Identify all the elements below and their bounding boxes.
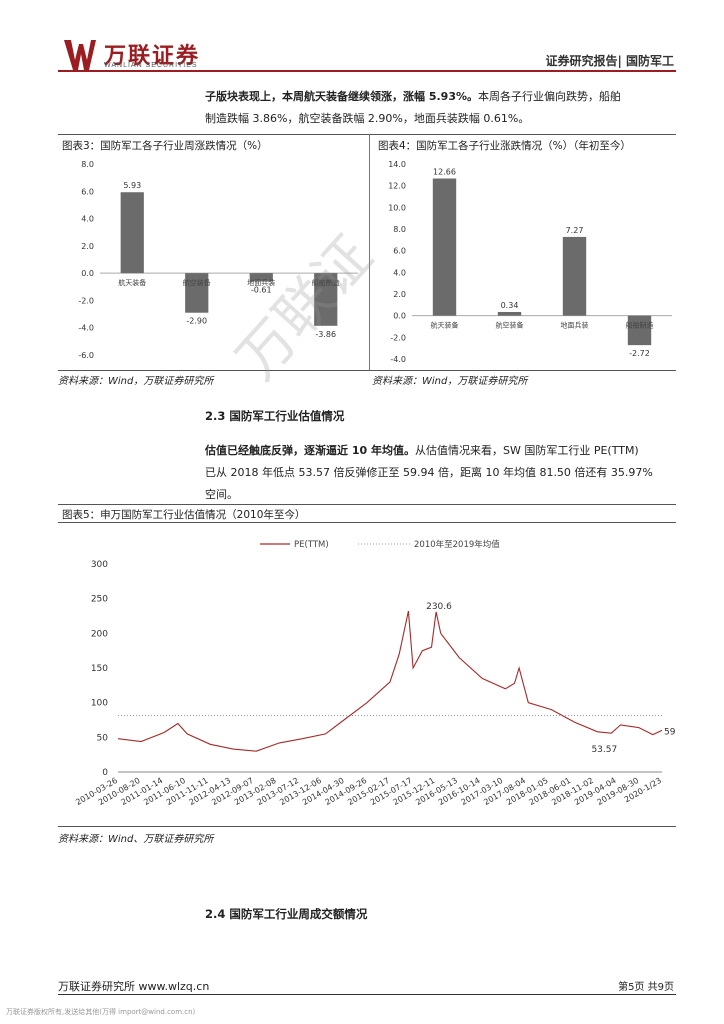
- fig3-source: 资料来源：Wind，万联证券研究所: [58, 376, 214, 387]
- category-label: 航空装备: [183, 278, 211, 287]
- y-tick-label: 50: [97, 733, 109, 743]
- valuation-bold-text: 估值已经触底反弹，逐渐逼近 10 年均值。: [205, 444, 415, 457]
- y-tick-label: 2.0: [81, 242, 94, 251]
- y-tick-label: -4.0: [78, 324, 94, 333]
- valuation-text-line3: 空间。: [205, 488, 238, 501]
- intro-text: 本周各子行业偏向跌势，船舶: [478, 90, 621, 103]
- bar-value-label: -0.61: [251, 285, 272, 294]
- fig4-bar-chart: 14.0 12.0 10.0 8.0 6.0 4.0 2.0 0.0 -2.0 -4.0 12.66…: [388, 160, 672, 364]
- category-label: 地面兵装: [247, 278, 275, 287]
- footer-divider: [58, 994, 676, 995]
- y-tick-label: 150: [91, 664, 108, 674]
- y-tick-label: 0: [102, 768, 108, 778]
- pe-series-line: [117, 610, 663, 752]
- intro-bold-text: 子版块表现上，本周航天装备继续领涨，涨幅 5.93%。: [205, 90, 478, 103]
- footer-page-number: 第5页 共9页: [618, 982, 674, 993]
- y-tick-label: -4.0: [390, 355, 406, 364]
- y-tick-label: 6.0: [81, 187, 94, 196]
- y-tick-label: 0.0: [393, 312, 406, 321]
- bar: [249, 273, 273, 282]
- y-tick-label: -6.0: [78, 351, 94, 360]
- valuation-paragraph: 估值已经触底反弹，逐渐逼近 10 年均值。从估值情况来看，SW 国防军工行业 P…: [205, 440, 677, 506]
- category-label: 航空装备: [496, 321, 524, 330]
- fig3-bar-chart: 8.0 6.0 4.0 2.0 0.0 -2.0 -4.0 -6.0 5.93 航天装备 -2.90…: [78, 160, 358, 360]
- section-2-4-heading: 2.4 国防军工行业周成交额情况: [205, 907, 368, 921]
- fig5-title-rule: [58, 522, 676, 523]
- y-tick-label: 200: [91, 629, 108, 639]
- fig4-source: 资料来源：Wind，万联证券研究所: [372, 376, 528, 387]
- bar: [120, 192, 144, 274]
- bar-value-label: 7.27: [566, 226, 584, 235]
- category-label: 航天装备: [431, 321, 459, 330]
- bar-value-label: -2.90: [186, 317, 207, 326]
- y-tick-label: 10.0: [388, 203, 406, 212]
- bar-value-label: 5.93: [123, 181, 141, 190]
- bar: [432, 178, 457, 316]
- y-tick-label: 0.0: [81, 269, 94, 278]
- header-divider: [58, 70, 676, 72]
- y-tick-label: 300: [91, 560, 108, 570]
- fig5-top-rule: [58, 504, 676, 505]
- y-tick-label: -2.0: [78, 296, 94, 305]
- logo-cn-text: 万联证券: [104, 43, 201, 69]
- y-tick-label: 6.0: [393, 247, 406, 256]
- category-label: 航天装备: [118, 278, 146, 287]
- annotation-low: 53.57: [591, 745, 617, 755]
- bar: [185, 273, 209, 313]
- fig-bottom-rule: [58, 370, 676, 371]
- intro-paragraph: 子版块表现上，本周航天装备继续领涨，涨幅 5.93%。本周各子行业偏向跌势，船舶…: [205, 86, 677, 130]
- y-tick-label: 8.0: [393, 225, 406, 234]
- fig-separator: [369, 134, 370, 370]
- y-tick-label: 12.0: [388, 182, 406, 191]
- annotation-peak: 230.6: [426, 602, 452, 612]
- valuation-text: 从估值情况来看，SW 国防军工行业 PE(TTM): [414, 444, 639, 457]
- logo-en-text: WANLIAN SECURITIES: [104, 62, 198, 69]
- fig5-line-chart: PE(TTM) 2010年至2019年均值 300 250 200 150 100 50 0 23…: [74, 539, 676, 807]
- fig-top-rule: [58, 134, 676, 135]
- bar-value-label: -2.72: [629, 349, 650, 358]
- annotation-latest: 59.91: [664, 727, 676, 737]
- intro-text-line2: 制造跌幅 3.86%，航空装备跌幅 2.90%，地面兵装跌幅 0.61%。: [205, 112, 530, 125]
- legend-pe-label: PE(TTM): [294, 540, 329, 550]
- report-label: 证券研究报告| 国防军工: [545, 54, 674, 68]
- fig5-title: 图表5：申万国防军工行业估值情况（2010年至今）: [62, 509, 306, 521]
- bar-value-label: -3.86: [315, 330, 336, 339]
- category-label: 船舶制造: [312, 278, 340, 287]
- fig5-source: 资料来源：Wind、万联证券研究所: [58, 834, 214, 845]
- fig4-title: 图表4：国防军工各子行业涨跌情况（%）（年初至今）: [378, 140, 631, 152]
- wanlian-logo-icon: [64, 40, 96, 70]
- y-tick-label: 250: [91, 595, 108, 605]
- y-tick-label: -2.0: [390, 333, 406, 342]
- valuation-text-line2: 已从 2018 年低点 53.57 倍反弹修正至 59.94 倍，距离 10 年…: [205, 466, 653, 479]
- fig5-bottom-rule: [58, 826, 676, 827]
- bar: [627, 315, 652, 346]
- bar-value-label: 0.34: [501, 301, 519, 310]
- bar: [314, 273, 338, 326]
- category-label: 地面兵装: [561, 321, 589, 330]
- bar: [562, 236, 587, 316]
- y-tick-label: 14.0: [388, 160, 406, 169]
- footer-copyright: 万联证券版权所有,发送给其他(万得 import@wind.com.cn): [6, 1008, 196, 1016]
- y-tick-label: 4.0: [81, 215, 94, 224]
- y-tick-label: 100: [91, 699, 108, 709]
- section-2-3-heading: 2.3 国防军工行业估值情况: [205, 409, 345, 423]
- legend-mean-label: 2010年至2019年均值: [414, 539, 500, 550]
- category-label: 船舶制造: [626, 321, 654, 330]
- bar: [497, 311, 522, 316]
- y-tick-label: 4.0: [393, 268, 406, 277]
- fig3-title: 图表3：国防军工各子行业周涨跌情况（%）: [62, 140, 268, 152]
- y-tick-label: 2.0: [393, 290, 406, 299]
- bar-value-label: 12.66: [433, 168, 456, 177]
- y-tick-label: 8.0: [81, 160, 94, 169]
- footer-website: 万联证券研究所 www.wlzq.cn: [58, 980, 210, 993]
